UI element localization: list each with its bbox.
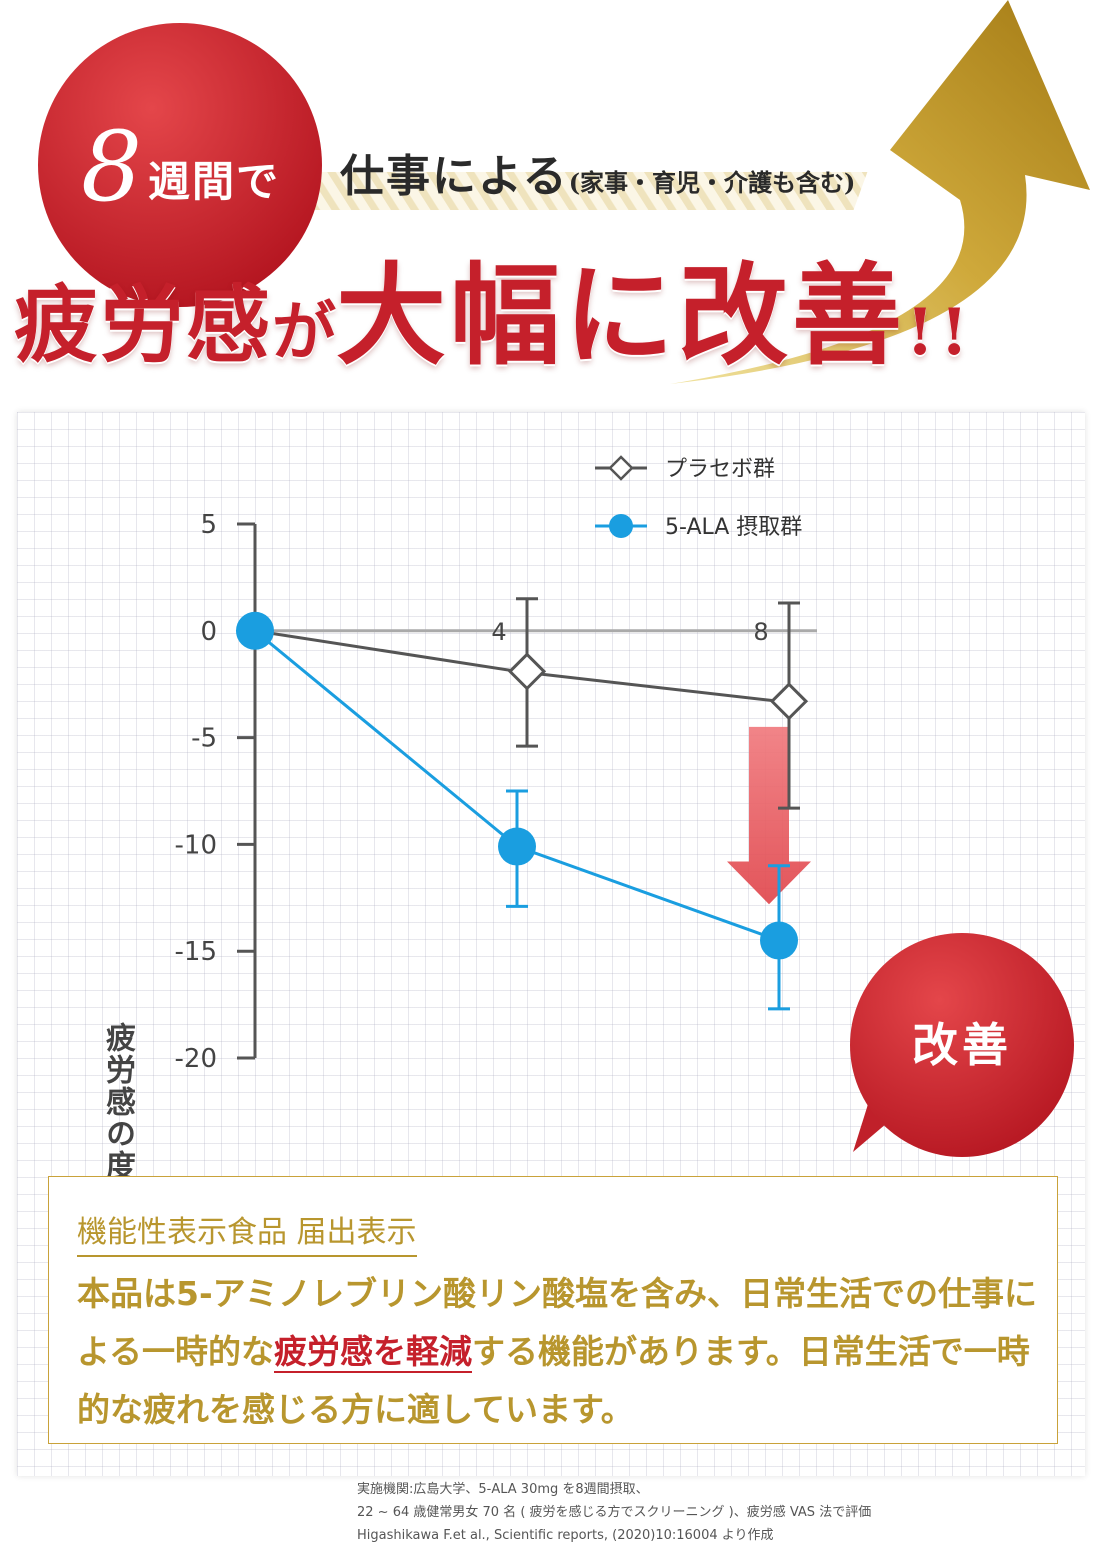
badge-unit: 週間で [148,156,281,206]
badge-number: 8 [80,110,143,223]
placebo-diamond-point [507,652,547,691]
period-badge-text: 8 週間で [38,24,323,309]
source-line-1: 実施機関:広島大学、5-ALA 30mg を8週間摂取、 [357,1482,649,1497]
source-line-2: 22 ~ 64 歳健常男女 70 名 ( 疲労を感じる方でスクリーニング )、疲… [357,1505,872,1520]
improvement-arrow-down-icon [727,726,811,905]
legend-circle-icon [609,514,633,538]
headline: 疲労感が大幅に改善!! [14,226,974,386]
chart-axes: 5 0 -5 -10 -15 -20 4 8 [175,510,817,1074]
functional-claim-box: 機能性表示食品 届出表示 本品は5-アミノレブリン酸リン酸塩を含み、日常生活での… [48,1176,1058,1444]
x-tick-label: 8 [753,618,768,646]
legend-label: 5-ALA 摂取群 [665,515,802,540]
placebo-diamond-point [769,682,809,721]
source-line-3: Higashikawa F.et al., Scientific reports… [357,1528,774,1543]
subtitle: 仕事による(家事・育児・介護も含む) [340,140,855,204]
line-chart: 5 0 -5 -10 -15 -20 4 8 プラセボ群 5-ALA 摂取群 [175,455,1074,1157]
headline-fatigue: 疲労感 [14,275,273,374]
arrow-up-icon [670,0,1090,384]
legend-label: プラセボ群 [665,457,775,482]
hero-graphics [38,0,1090,384]
improvement-callout-bubble [850,933,1074,1157]
headline-exclaim: !! [906,295,975,370]
legend-diamond-icon [608,455,634,481]
claim-body: 本品は5-アミノレブリン酸リン酸塩を含み、日常生活での仕事による一時的な疲労感を… [77,1265,1037,1439]
y-tick-label: -15 [175,937,217,967]
ala-circle-point [498,827,536,866]
improvement-arrow-layer [727,726,811,905]
y-tick-label: -5 [191,724,217,754]
hero-banner: 8 週間で 仕事による(家事・育児・介護も含む) 疲労感が大幅に改善!! [0,0,1102,400]
subtitle-paren: (家事・育児・介護も含む) [568,168,856,197]
claim-body-before: 本品は5-アミノレブリン酸リン酸塩を含み、日常生活での仕事による一時的な [77,1274,1037,1371]
claim-body-highlight: 疲労感を軽減 [274,1332,473,1373]
y-tick-label: -20 [175,1044,217,1074]
y-tick-label: 0 [200,617,217,647]
ala-circle-point [760,921,798,960]
headline-improve: 大幅に改善 [336,251,907,380]
subtitle-main: 仕事による [340,151,569,202]
x-tick-label: 4 [491,618,506,646]
chart-legend: プラセボ群 5-ALA 摂取群 [595,455,802,540]
series-ala [236,611,798,1011]
ala-circle-point [236,611,274,650]
subtitle-stripe [223,172,868,210]
study-source-note: 実施機関:広島大学、5-ALA 30mg を8週間摂取、 22 ~ 64 歳健常… [357,1478,1057,1547]
claim-title: 機能性表示食品 届出表示 [77,1207,417,1257]
y-tick-label: 5 [200,510,217,540]
claim-body-after: する機能があります。日常生活で一時的な疲れを感じる方に適しています。 [77,1332,1030,1429]
y-tick-label: -10 [175,830,217,860]
headline-particle: が [272,295,337,370]
period-badge [38,23,322,307]
improvement-callout [850,933,1074,1157]
chart-series [235,597,809,1011]
improvement-callout-label: 改善 [912,1018,1012,1072]
